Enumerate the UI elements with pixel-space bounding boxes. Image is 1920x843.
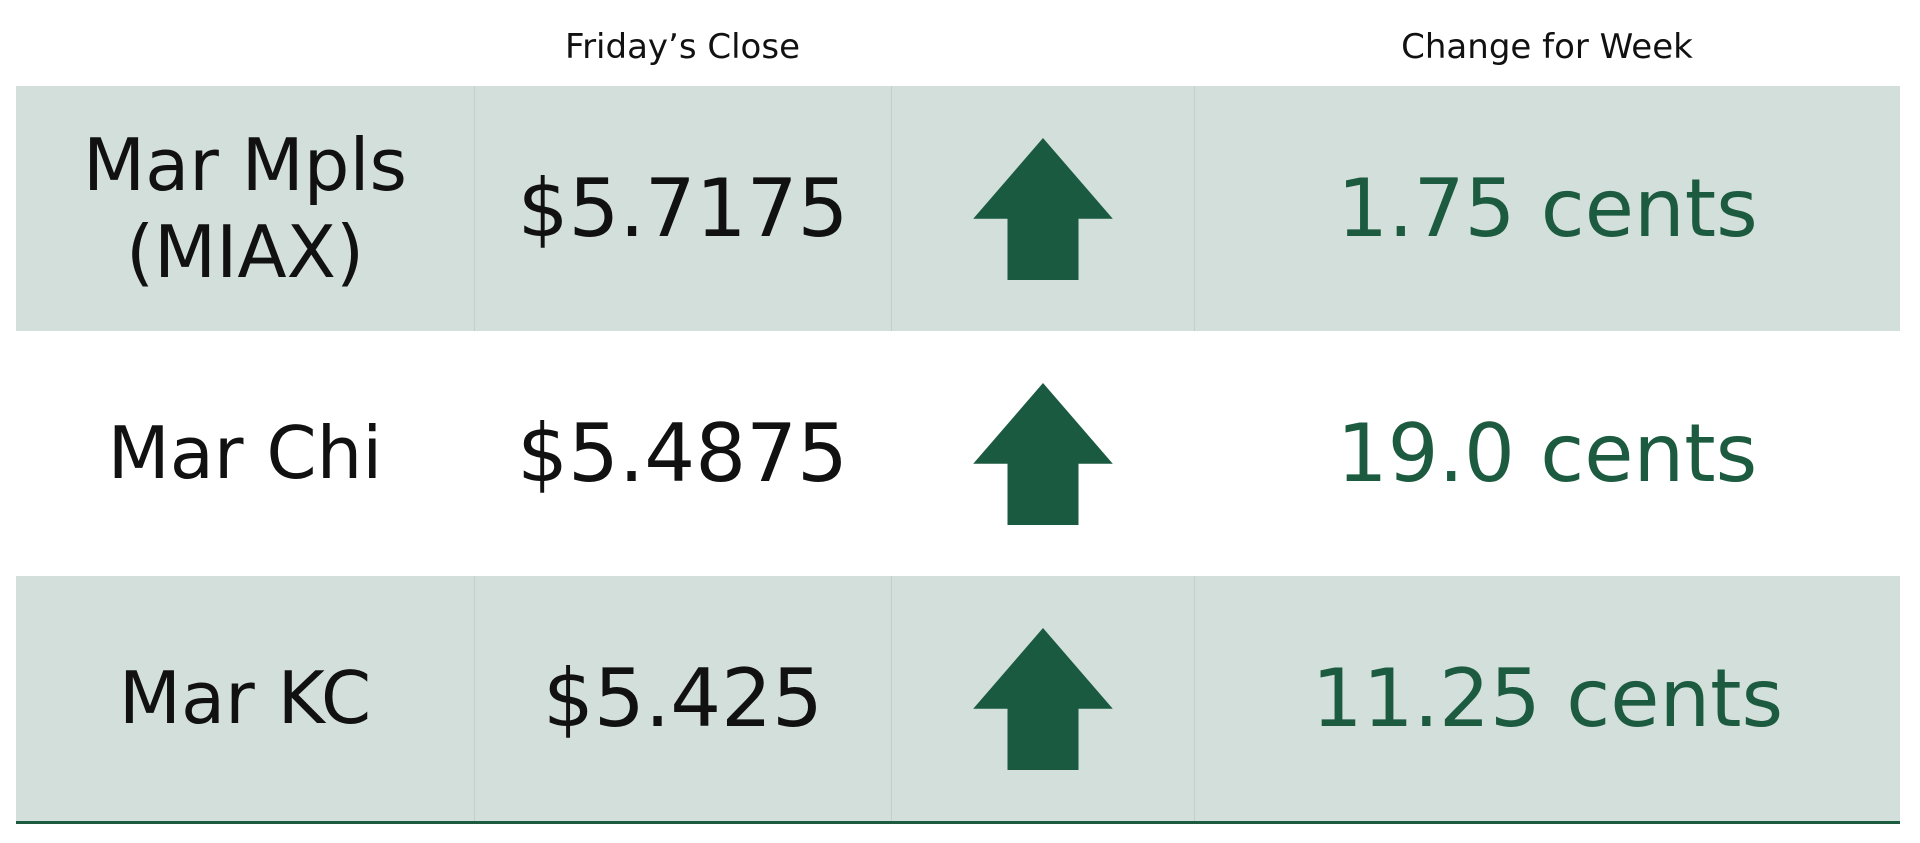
close-price: $5.7175 xyxy=(517,162,849,255)
row-name: Mar Chi xyxy=(107,411,383,496)
name-cell: Mar Chi xyxy=(16,331,474,576)
change-cell: 19.0 cents xyxy=(1194,331,1900,576)
arrow-shape xyxy=(972,382,1113,525)
arrow-shape xyxy=(973,627,1113,770)
close-price: $5.425 xyxy=(543,652,823,745)
weekly-change: 11.25 cents xyxy=(1311,652,1784,745)
up-arrow xyxy=(972,382,1113,525)
up-arrow xyxy=(973,137,1113,280)
weekly-change: 1.75 cents xyxy=(1337,162,1758,255)
arrow-cell xyxy=(891,331,1194,576)
arrow-shape xyxy=(973,137,1113,280)
change-cell: 11.25 cents xyxy=(1194,576,1900,821)
close-cell: $5.4875 xyxy=(474,331,891,576)
bottom-rule xyxy=(16,821,1900,824)
header-change: Change for Week xyxy=(1401,27,1693,67)
weekly-change: 19.0 cents xyxy=(1336,407,1758,500)
table-row: Mar KC $5.425 11.25 cents xyxy=(16,576,1900,821)
table-row: Mar Mpls (MIAX) $5.7175 1.75 cents xyxy=(16,86,1900,331)
name-cell: Mar Mpls (MIAX) xyxy=(16,86,474,331)
row-name: Mar Mpls (MIAX) xyxy=(82,123,408,294)
close-price: $5.4875 xyxy=(517,407,848,500)
header-close: Friday’s Close xyxy=(565,27,800,67)
arrow-cell xyxy=(891,86,1194,331)
up-arrow xyxy=(973,627,1113,770)
arrow-cell xyxy=(891,576,1194,821)
close-cell: $5.425 xyxy=(474,576,891,821)
close-cell: $5.7175 xyxy=(474,86,891,331)
table-row: Mar Chi $5.4875 19.0 cents xyxy=(16,331,1900,576)
row-name: Mar KC xyxy=(118,656,372,741)
name-cell: Mar KC xyxy=(16,576,474,821)
change-cell: 1.75 cents xyxy=(1194,86,1900,331)
